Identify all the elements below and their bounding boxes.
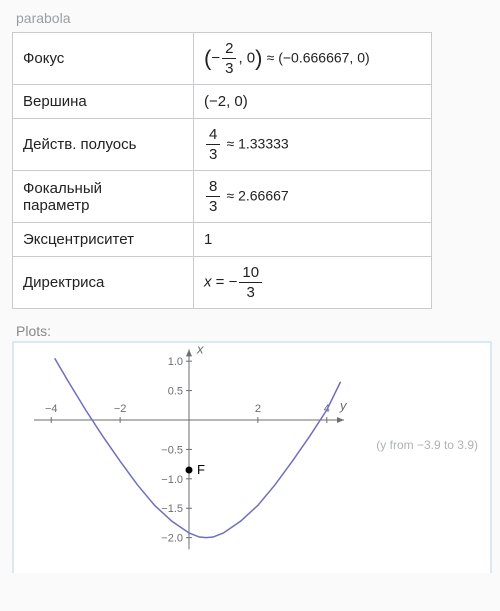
parabola-plot: −4−224−2.0−1.5−1.0−0.50.51.0xyF	[14, 343, 490, 573]
semiaxis-value: 43 ≈ 1.33333	[194, 119, 432, 171]
focalparam-value: 83 ≈ 2.66667	[194, 171, 432, 223]
svg-text:2: 2	[255, 403, 261, 415]
table-row: Эксцентриситет 1	[13, 223, 432, 257]
table-row: Действ. полуось 43 ≈ 1.33333	[13, 119, 432, 171]
svg-text:−0.5: −0.5	[161, 444, 183, 456]
eccentricity-label: Эксцентриситет	[13, 223, 194, 257]
focus-label: Фокус	[13, 33, 194, 85]
properties-table: Фокус (−23, 0) ≈ (−0.666667, 0) Вершина …	[12, 32, 432, 309]
svg-text:−2.0: −2.0	[161, 533, 183, 545]
vertex-value: (−2, 0)	[194, 85, 432, 119]
directrix-value: x = −103	[194, 257, 432, 309]
svg-text:1.0: 1.0	[168, 356, 183, 368]
svg-text:y: y	[339, 398, 348, 413]
shape-type-label: parabola	[16, 10, 488, 26]
svg-text:x: x	[196, 343, 204, 356]
table-row: Фокус (−23, 0) ≈ (−0.666667, 0)	[13, 33, 432, 85]
plot-container: −4−224−2.0−1.5−1.0−0.50.51.0xyF (y from …	[12, 341, 492, 573]
svg-text:−2: −2	[114, 403, 127, 415]
eccentricity-value: 1	[194, 223, 432, 257]
svg-text:−1.5: −1.5	[161, 503, 183, 515]
svg-text:F: F	[197, 462, 205, 477]
plots-header: Plots:	[16, 323, 488, 339]
semiaxis-label: Действ. полуось	[13, 119, 194, 171]
vertex-label: Вершина	[13, 85, 194, 119]
table-row: Фокальный параметр 83 ≈ 2.66667	[13, 171, 432, 223]
focus-value: (−23, 0) ≈ (−0.666667, 0)	[194, 33, 432, 85]
table-row: Вершина (−2, 0)	[13, 85, 432, 119]
svg-text:−4: −4	[45, 403, 58, 415]
svg-text:−1.0: −1.0	[161, 474, 183, 486]
table-row: Директриса x = −103	[13, 257, 432, 309]
focalparam-label: Фокальный параметр	[13, 171, 194, 223]
range-note: (y from −3.9 to 3.9)	[376, 438, 478, 452]
directrix-label: Директриса	[13, 257, 194, 309]
svg-text:0.5: 0.5	[168, 386, 183, 398]
